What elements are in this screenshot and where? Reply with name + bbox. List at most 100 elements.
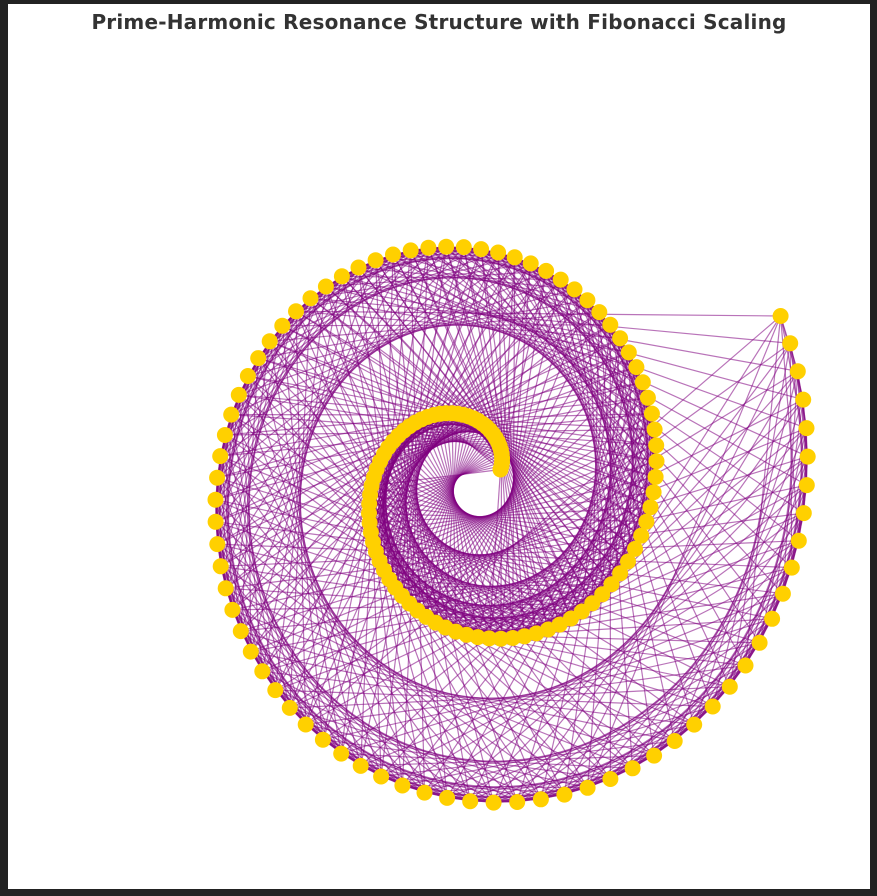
network-node <box>721 678 738 695</box>
network-node <box>646 421 663 438</box>
network-node <box>751 634 768 651</box>
network-node <box>612 330 629 347</box>
network-edge <box>771 399 804 619</box>
network-edge <box>435 622 611 780</box>
network-node <box>481 630 498 647</box>
network-node <box>302 290 319 307</box>
network-edge <box>425 416 470 618</box>
network-node <box>504 630 521 646</box>
figure-title: Prime-Harmonic Resonance Structure with … <box>91 10 787 34</box>
network-edge <box>232 484 807 611</box>
network-node <box>394 777 411 794</box>
network-node <box>385 246 401 263</box>
network-node <box>795 505 812 522</box>
network-node <box>642 499 659 516</box>
network-node <box>333 745 350 762</box>
network-edge <box>322 513 370 740</box>
network-edge <box>780 315 800 541</box>
network-edge <box>215 381 643 501</box>
network-edge <box>295 310 781 317</box>
network-node <box>566 281 583 298</box>
network-edge <box>274 370 799 691</box>
network-node <box>612 565 629 582</box>
network-edge <box>340 248 482 754</box>
network-node <box>648 453 665 470</box>
network-edge <box>322 252 499 740</box>
network-node <box>594 586 611 603</box>
network-node <box>492 630 509 647</box>
network-node <box>473 241 490 258</box>
network-node <box>591 304 608 321</box>
network-edge <box>375 441 499 553</box>
network-node <box>522 255 539 272</box>
network-edge <box>609 642 761 780</box>
network-edge <box>269 340 651 508</box>
network-edge <box>224 434 502 640</box>
network-node <box>230 386 247 403</box>
network-edge <box>394 426 488 588</box>
network-node <box>232 623 249 640</box>
network-node <box>239 368 256 384</box>
network-node <box>455 239 472 256</box>
network-edge <box>217 543 792 569</box>
network-node <box>254 663 271 680</box>
network-edge <box>416 418 475 611</box>
network-node <box>620 344 637 361</box>
network-edge <box>693 540 800 725</box>
network-node <box>223 406 240 423</box>
network-node <box>772 308 789 324</box>
network-edge <box>388 429 491 580</box>
network-node <box>217 580 234 597</box>
network-node <box>367 252 384 269</box>
network-edge <box>262 399 804 672</box>
network-node <box>648 437 665 454</box>
network-edge <box>653 593 784 756</box>
network-node <box>506 249 523 266</box>
network-node <box>603 576 620 593</box>
network-node <box>790 532 807 549</box>
network-node <box>628 359 645 376</box>
network-edge <box>375 259 808 458</box>
network-node <box>207 491 224 508</box>
network-node <box>373 768 390 785</box>
network-node <box>224 601 241 618</box>
network-node <box>789 363 806 380</box>
network-node <box>686 716 703 733</box>
network-edge <box>729 343 791 687</box>
network-edge <box>310 297 791 344</box>
network-node <box>737 657 754 674</box>
network-edge <box>397 435 561 625</box>
network-node <box>532 791 549 808</box>
network-edge <box>240 456 808 632</box>
network-node <box>645 484 662 501</box>
spiral-network-diagram <box>207 238 816 811</box>
network-edge <box>632 618 773 769</box>
node-layer <box>207 238 816 811</box>
network-edge <box>217 351 630 545</box>
network-node <box>666 733 683 749</box>
network-edge <box>581 512 805 613</box>
network-edge <box>559 567 792 626</box>
network-edge <box>466 634 675 742</box>
network-node <box>314 731 331 748</box>
network-node <box>212 558 229 575</box>
network-node <box>250 350 267 367</box>
network-node <box>602 316 619 333</box>
network-node <box>490 244 507 261</box>
network-node <box>209 469 226 486</box>
network-edge <box>548 593 783 631</box>
network-node <box>579 292 596 309</box>
network-edge <box>341 275 804 401</box>
network-edge <box>219 455 514 639</box>
network-edge <box>305 257 516 725</box>
network-node <box>795 391 812 408</box>
network-edge <box>729 484 808 687</box>
network-node <box>261 333 278 350</box>
network-node <box>782 335 799 352</box>
network-node <box>646 747 663 764</box>
network-edge <box>230 414 490 639</box>
network-edge <box>674 567 793 742</box>
network-node <box>242 643 259 660</box>
network-node <box>633 527 650 544</box>
